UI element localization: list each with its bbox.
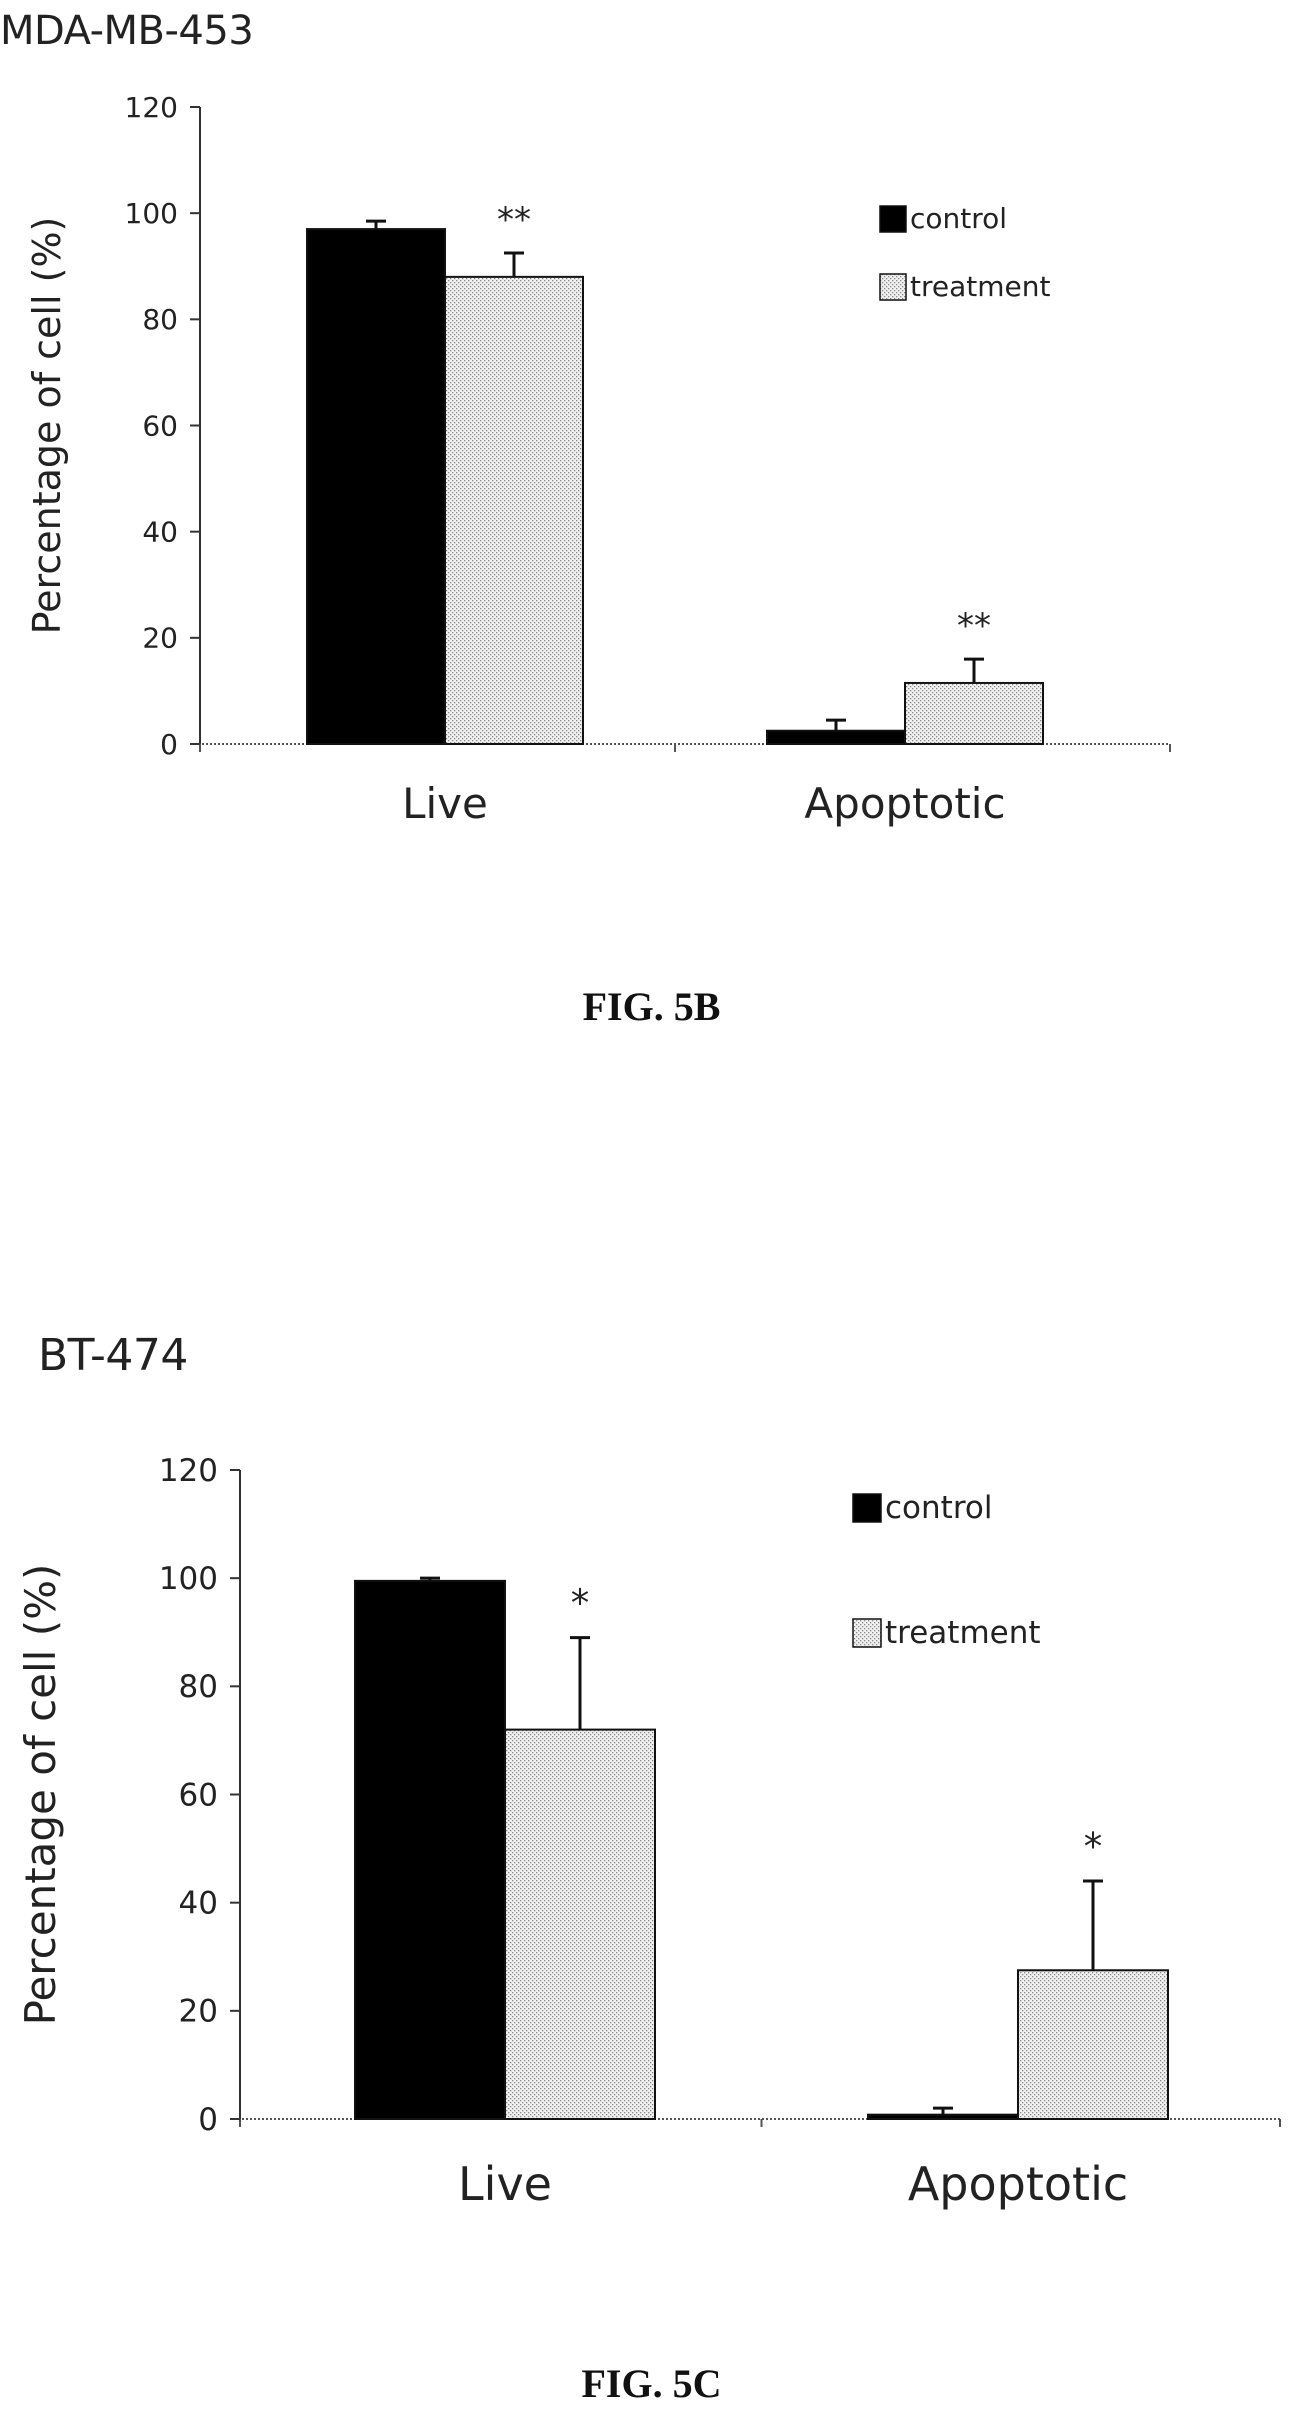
chart-bt-474: 0 20 40 60 80 100 120 Percentage of cell (%) * Li… — [16, 1453, 1281, 2211]
figure-caption: FIG. 5B — [582, 984, 721, 1029]
bar-control-live — [354, 1579, 506, 2120]
legend-label-treatment: treatment — [910, 270, 1050, 303]
figure-caption: FIG. 5C — [581, 2361, 722, 2406]
bar-treatment-live — [504, 1728, 656, 2120]
cell-line-title: BT-474 — [38, 1330, 188, 1381]
y-tick-label: 100 — [125, 197, 178, 230]
bar-treatment-apoptotic — [904, 681, 1044, 745]
legend-swatch-control — [879, 205, 907, 233]
y-tick-label: 20 — [142, 622, 178, 655]
figure-5c: BT-474 0 20 40 60 80 100 120 Percentage of cell… — [0, 1300, 1303, 2423]
bar-treatment-live — [444, 275, 584, 745]
category-label: Live — [402, 779, 488, 828]
y-tick-label: 80 — [142, 303, 178, 336]
y-tick-label: 80 — [179, 1669, 218, 1705]
significance-marker: * — [1084, 1825, 1103, 1868]
legend-swatch-treatment — [852, 1618, 882, 1648]
bar-treatment-apoptotic — [1017, 1969, 1169, 2120]
bar-control-apoptotic — [766, 729, 906, 746]
y-tick-label: 100 — [159, 1561, 218, 1597]
legend-label-control: control — [885, 1490, 992, 1526]
figure-5b: MDA-MB-453 0 20 40 60 80 100 120 Percentage of … — [0, 0, 1303, 1080]
significance-marker: ** — [497, 200, 531, 240]
y-tick-label: 60 — [179, 1777, 218, 1813]
y-tick-label: 20 — [179, 1994, 218, 2030]
y-tick-label: 120 — [125, 91, 178, 124]
significance-marker: * — [571, 1582, 590, 1625]
y-tick-label: 0 — [160, 728, 178, 761]
y-axis-label: Percentage of cell (%) — [25, 217, 69, 635]
legend-swatch-treatment — [879, 273, 907, 301]
bar-control-live — [306, 228, 446, 745]
y-tick-label: 60 — [142, 409, 178, 442]
category-label: Apoptotic — [908, 2157, 1128, 2211]
y-tick-label: 0 — [198, 2102, 218, 2138]
y-tick-label: 120 — [159, 1453, 218, 1489]
legend-swatch-control — [852, 1493, 882, 1523]
bar-control-apoptotic — [867, 2113, 1019, 2121]
legend-label-control: control — [910, 202, 1007, 235]
category-label: Live — [458, 2157, 552, 2211]
category-label: Apoptotic — [804, 779, 1005, 828]
y-tick-label: 40 — [142, 515, 178, 548]
significance-marker: ** — [957, 606, 991, 646]
chart-mda-mb-453: 0 20 40 60 80 100 120 Percentage of cell (%) ** L… — [25, 91, 1171, 828]
cell-line-title: MDA-MB-453 — [0, 8, 254, 54]
y-axis-label: Percentage of cell (%) — [16, 1564, 65, 2026]
y-tick-label: 40 — [179, 1886, 218, 1922]
legend-label-treatment: treatment — [885, 1615, 1041, 1651]
